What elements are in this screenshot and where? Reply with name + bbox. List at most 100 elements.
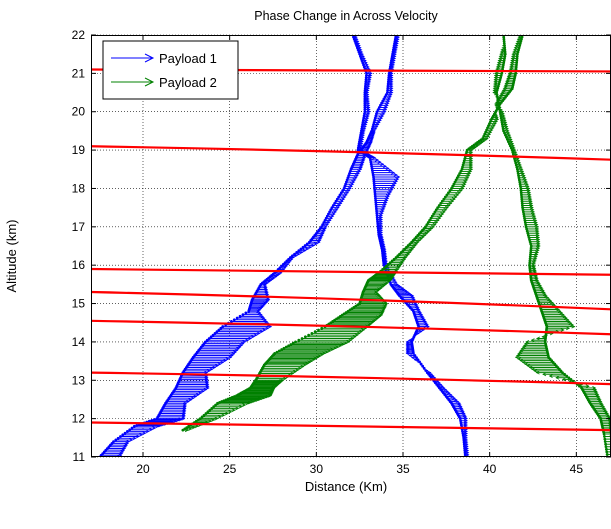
data-point: [424, 225, 427, 229]
data-point: [497, 82, 501, 86]
data-point: [463, 453, 467, 457]
arrow-head: [181, 414, 186, 419]
data-point: [453, 180, 457, 184]
data-point: [373, 118, 377, 122]
arrow-head: [364, 62, 369, 67]
arrow-head: [381, 111, 386, 116]
arrow-head: [228, 355, 233, 360]
arrow-head: [537, 283, 542, 288]
arrow-head: [559, 310, 564, 315]
data-point: [496, 97, 500, 101]
data-point: [445, 193, 449, 197]
arrow-head: [377, 118, 382, 123]
data-point: [371, 173, 375, 177]
data-point: [373, 192, 377, 196]
arrow-head: [462, 182, 467, 187]
data-point: [505, 138, 509, 141]
data-point: [356, 48, 360, 52]
arrow-head: [600, 403, 605, 407]
arrow-head: [539, 287, 544, 292]
arrow-head: [383, 258, 388, 263]
data-point: [371, 171, 375, 175]
arrow-head: [566, 326, 571, 331]
arrow-head: [418, 310, 423, 315]
data-point: [433, 210, 437, 214]
arrow-head: [551, 302, 556, 307]
data-point: [364, 78, 368, 82]
arrow-head: [530, 367, 536, 372]
y-tick-label: 18: [72, 181, 86, 195]
arrow-head: [343, 192, 348, 197]
data-point: [363, 108, 367, 111]
data-point: [282, 262, 285, 266]
data-point: [354, 42, 358, 45]
arrow-head: [608, 423, 611, 428]
arrow-head: [346, 339, 351, 344]
arrow-head: [541, 334, 546, 339]
data-point: [321, 223, 325, 227]
arrow-head: [382, 164, 387, 169]
data-point: [365, 71, 368, 75]
data-point: [372, 123, 375, 126]
arrow-head: [374, 124, 379, 129]
legend-arrow-head: [144, 53, 155, 63]
data-point: [385, 264, 388, 268]
data-point: [215, 330, 219, 334]
data-point: [503, 57, 506, 60]
arrow-head: [182, 408, 187, 413]
data-point: [495, 95, 499, 99]
arrow-head: [382, 247, 387, 252]
arrow-head: [535, 280, 541, 285]
data-point: [361, 118, 365, 122]
data-point: [280, 264, 284, 268]
data-point: [500, 123, 504, 126]
data-point: [461, 163, 465, 167]
data-point: [324, 216, 328, 220]
data-point: [523, 221, 527, 224]
data-point: [204, 340, 207, 344]
arrow-head: [448, 201, 453, 206]
data-point: [459, 170, 463, 173]
arrow-head: [436, 380, 441, 385]
data-point: [518, 180, 522, 184]
data-point: [343, 184, 347, 188]
arrow-head: [361, 157, 366, 161]
data-point: [454, 178, 458, 182]
arrow-head: [318, 236, 323, 241]
data-point: [567, 376, 571, 380]
data-point: [303, 244, 307, 247]
arrow-head: [125, 439, 130, 444]
arrow-head: [489, 128, 494, 133]
data-point: [287, 257, 290, 261]
arrow-head: [181, 411, 187, 416]
data-point: [528, 261, 532, 265]
arrow-head: [608, 421, 611, 426]
data-point: [205, 338, 209, 342]
arrow-head: [450, 199, 455, 204]
arrow-head: [568, 321, 573, 326]
data-point: [528, 259, 532, 263]
data-point: [373, 194, 377, 198]
arrow-head: [372, 155, 377, 160]
data-point: [379, 103, 382, 107]
data-point: [528, 240, 532, 244]
data-point: [390, 57, 394, 60]
arrow-head: [405, 351, 410, 356]
data-point: [421, 364, 425, 368]
data-point: [220, 400, 224, 403]
arrow-head: [323, 224, 328, 229]
data-point: [571, 379, 575, 383]
data-point: [603, 435, 606, 438]
data-point: [386, 84, 390, 88]
arrow-head: [420, 314, 425, 319]
arrow-head: [322, 226, 327, 231]
data-point: [504, 133, 507, 137]
y-tick-label: 19: [72, 143, 86, 157]
arrow-head: [396, 265, 401, 270]
arrow-head: [451, 396, 456, 401]
data-point: [283, 261, 287, 265]
arrow-head: [390, 185, 395, 190]
data-point: [399, 250, 403, 254]
arrow-head: [399, 260, 404, 265]
data-point: [212, 405, 216, 409]
